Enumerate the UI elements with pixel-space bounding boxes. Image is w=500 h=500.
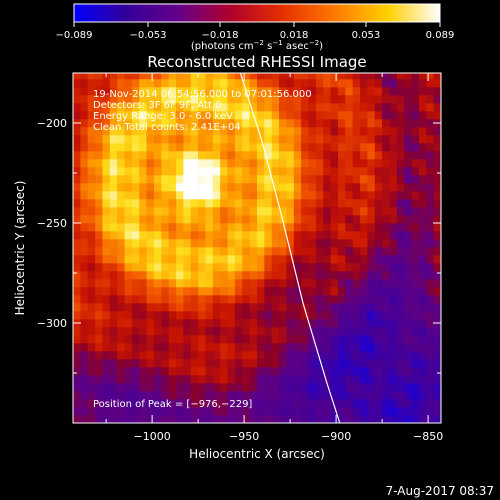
x-tick-label: −1000: [134, 430, 171, 443]
x-tick-label: −850: [413, 430, 443, 443]
energy-range-text: Energy Range: 3.0 - 6.0 keV: [93, 111, 233, 122]
y-tick-label: −300: [37, 317, 67, 330]
time-range-text: 19-Nov-2014 06:54:56.000 to 07:01:56.000: [93, 89, 312, 100]
chart-title: Reconstructed RHESSI Image: [147, 53, 366, 71]
x-tick-label: −950: [229, 430, 259, 443]
peak-position-text: Position of Peak = [−976,−229]: [93, 399, 252, 410]
y-tick-label: −250: [37, 217, 67, 230]
colorbar-tick-label: 0.053: [352, 30, 381, 41]
y-axis-label: Heliocentric Y (arcsec): [13, 181, 27, 316]
colorbar-unit-label: (photons cm−2 s−1 asec−2): [191, 39, 323, 52]
x-axis-label: Heliocentric X (arcsec): [189, 447, 325, 461]
colorbar-tick-label: −0.053: [130, 30, 167, 41]
counts-text: Clean Total counts: 2.41E+04: [93, 122, 241, 133]
footer-date: 7-Aug-2017 08:37: [386, 484, 494, 498]
colorbar-tick-label: −0.018: [201, 30, 238, 41]
colorbar-tick-label: 0.089: [426, 30, 455, 41]
colorbar-tick-label: −0.089: [55, 30, 92, 41]
y-tick-label: −200: [37, 117, 67, 130]
colorbar-tick-label: 0.018: [280, 30, 309, 41]
x-tick-label: −900: [321, 430, 351, 443]
detectors-text: Detectors: 3F 6F 9F, Att 0: [93, 100, 221, 111]
colorbar: [74, 4, 440, 22]
